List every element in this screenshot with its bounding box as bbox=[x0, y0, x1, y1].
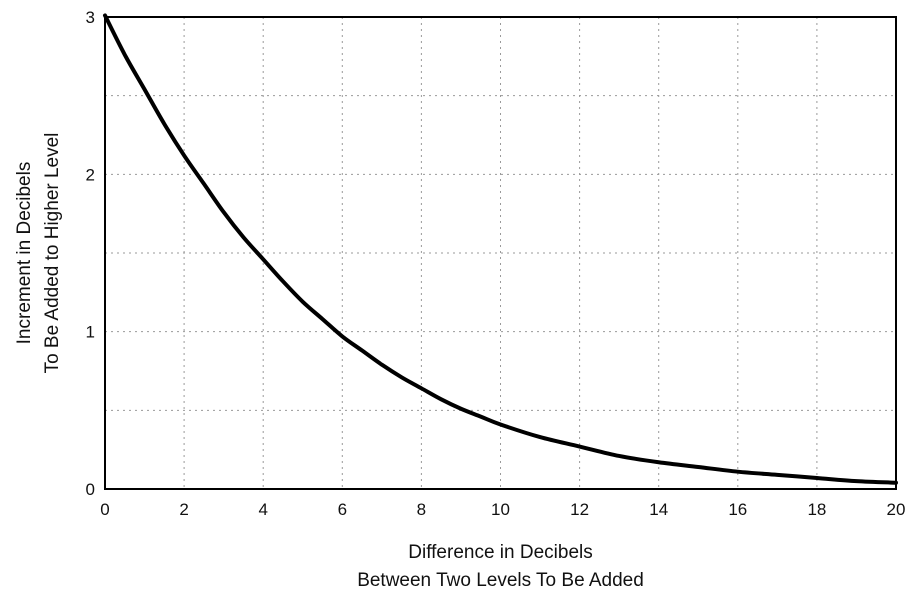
x-tick-label: 18 bbox=[807, 500, 826, 519]
x-tick-label: 20 bbox=[887, 500, 906, 519]
y-tick-label: 0 bbox=[86, 480, 95, 499]
x-tick-label: 12 bbox=[570, 500, 589, 519]
x-tick-label: 8 bbox=[417, 500, 426, 519]
x-tick-label: 0 bbox=[100, 500, 109, 519]
grid bbox=[105, 17, 896, 489]
y-tick-label: 2 bbox=[86, 165, 95, 184]
y-tick-label: 1 bbox=[86, 323, 95, 342]
axis-labels: Difference in Decibels Between Two Levels… bbox=[14, 133, 644, 591]
y-axis-label: Increment in Decibels bbox=[14, 162, 35, 345]
y-axis-label: To Be Added to Higher Level bbox=[42, 133, 63, 374]
x-tick-label: 2 bbox=[179, 500, 188, 519]
y-tick-label: 3 bbox=[86, 8, 95, 27]
x-tick-label: 10 bbox=[491, 500, 510, 519]
x-axis-label: Difference in Decibels bbox=[408, 542, 592, 563]
x-tick-label: 16 bbox=[728, 500, 747, 519]
series-curve bbox=[103, 13, 898, 485]
x-tick-label: 14 bbox=[649, 500, 668, 519]
x-axis-label: Between Two Levels To Be Added bbox=[357, 570, 644, 591]
plot-frame bbox=[104, 16, 897, 490]
x-tick-label: 6 bbox=[338, 500, 347, 519]
x-tick-label: 4 bbox=[258, 500, 267, 519]
